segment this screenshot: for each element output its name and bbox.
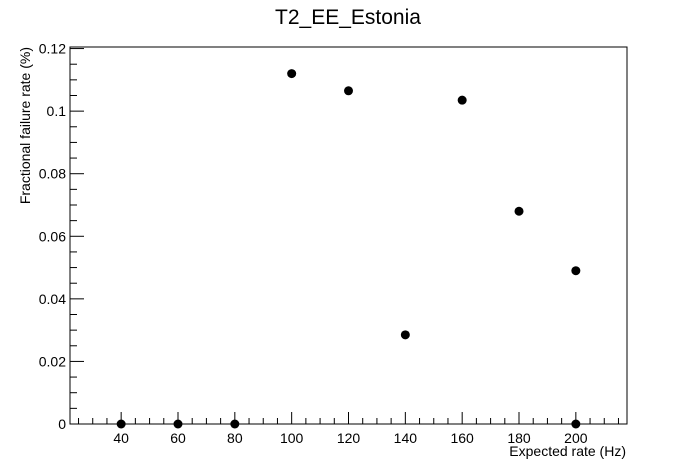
x-tick-label: 40 (113, 430, 129, 446)
data-point (344, 86, 353, 96)
data-points (116, 69, 581, 429)
y-tick-label: 0.08 (39, 166, 66, 182)
x-tick-label: 160 (450, 430, 474, 446)
x-axis-tick-labels: 40 60 80 100 120 140 160 180 200 (113, 430, 587, 446)
data-point (400, 330, 410, 340)
y-tick-label: 0.02 (39, 353, 66, 369)
data-point (571, 419, 581, 429)
data-point (116, 419, 126, 429)
plot-frame (69, 46, 628, 425)
data-point (287, 69, 297, 79)
y-tick-label: 0.04 (39, 291, 66, 307)
data-point (457, 95, 467, 105)
x-tick-label: 100 (280, 430, 304, 446)
x-tick-label: 180 (507, 430, 531, 446)
y-tick-label: 0.12 (39, 41, 66, 57)
y-axis-tick-labels: 0 0.02 0.04 0.06 0.08 0.1 0.12 (39, 41, 66, 432)
y-tick-label: 0.1 (47, 103, 67, 119)
x-axis-label: Expected rate (Hz) (509, 443, 626, 459)
data-point (571, 266, 581, 276)
x-tick-label: 140 (394, 430, 418, 446)
data-point (514, 206, 524, 216)
y-axis-ticks (70, 48, 84, 425)
data-point (173, 419, 183, 429)
x-tick-label: 120 (337, 430, 361, 446)
y-axis-label: Fractional failure rate (%) (17, 47, 33, 204)
chart-title: T2_EE_Estonia (275, 6, 421, 29)
x-tick-label: 80 (227, 430, 243, 446)
x-tick-label: 200 (564, 430, 588, 446)
x-tick-label: 60 (170, 430, 186, 446)
x-axis-ticks (78, 412, 619, 424)
y-tick-label: 0 (58, 416, 66, 432)
y-tick-label: 0.06 (39, 228, 66, 244)
data-point (230, 419, 240, 429)
